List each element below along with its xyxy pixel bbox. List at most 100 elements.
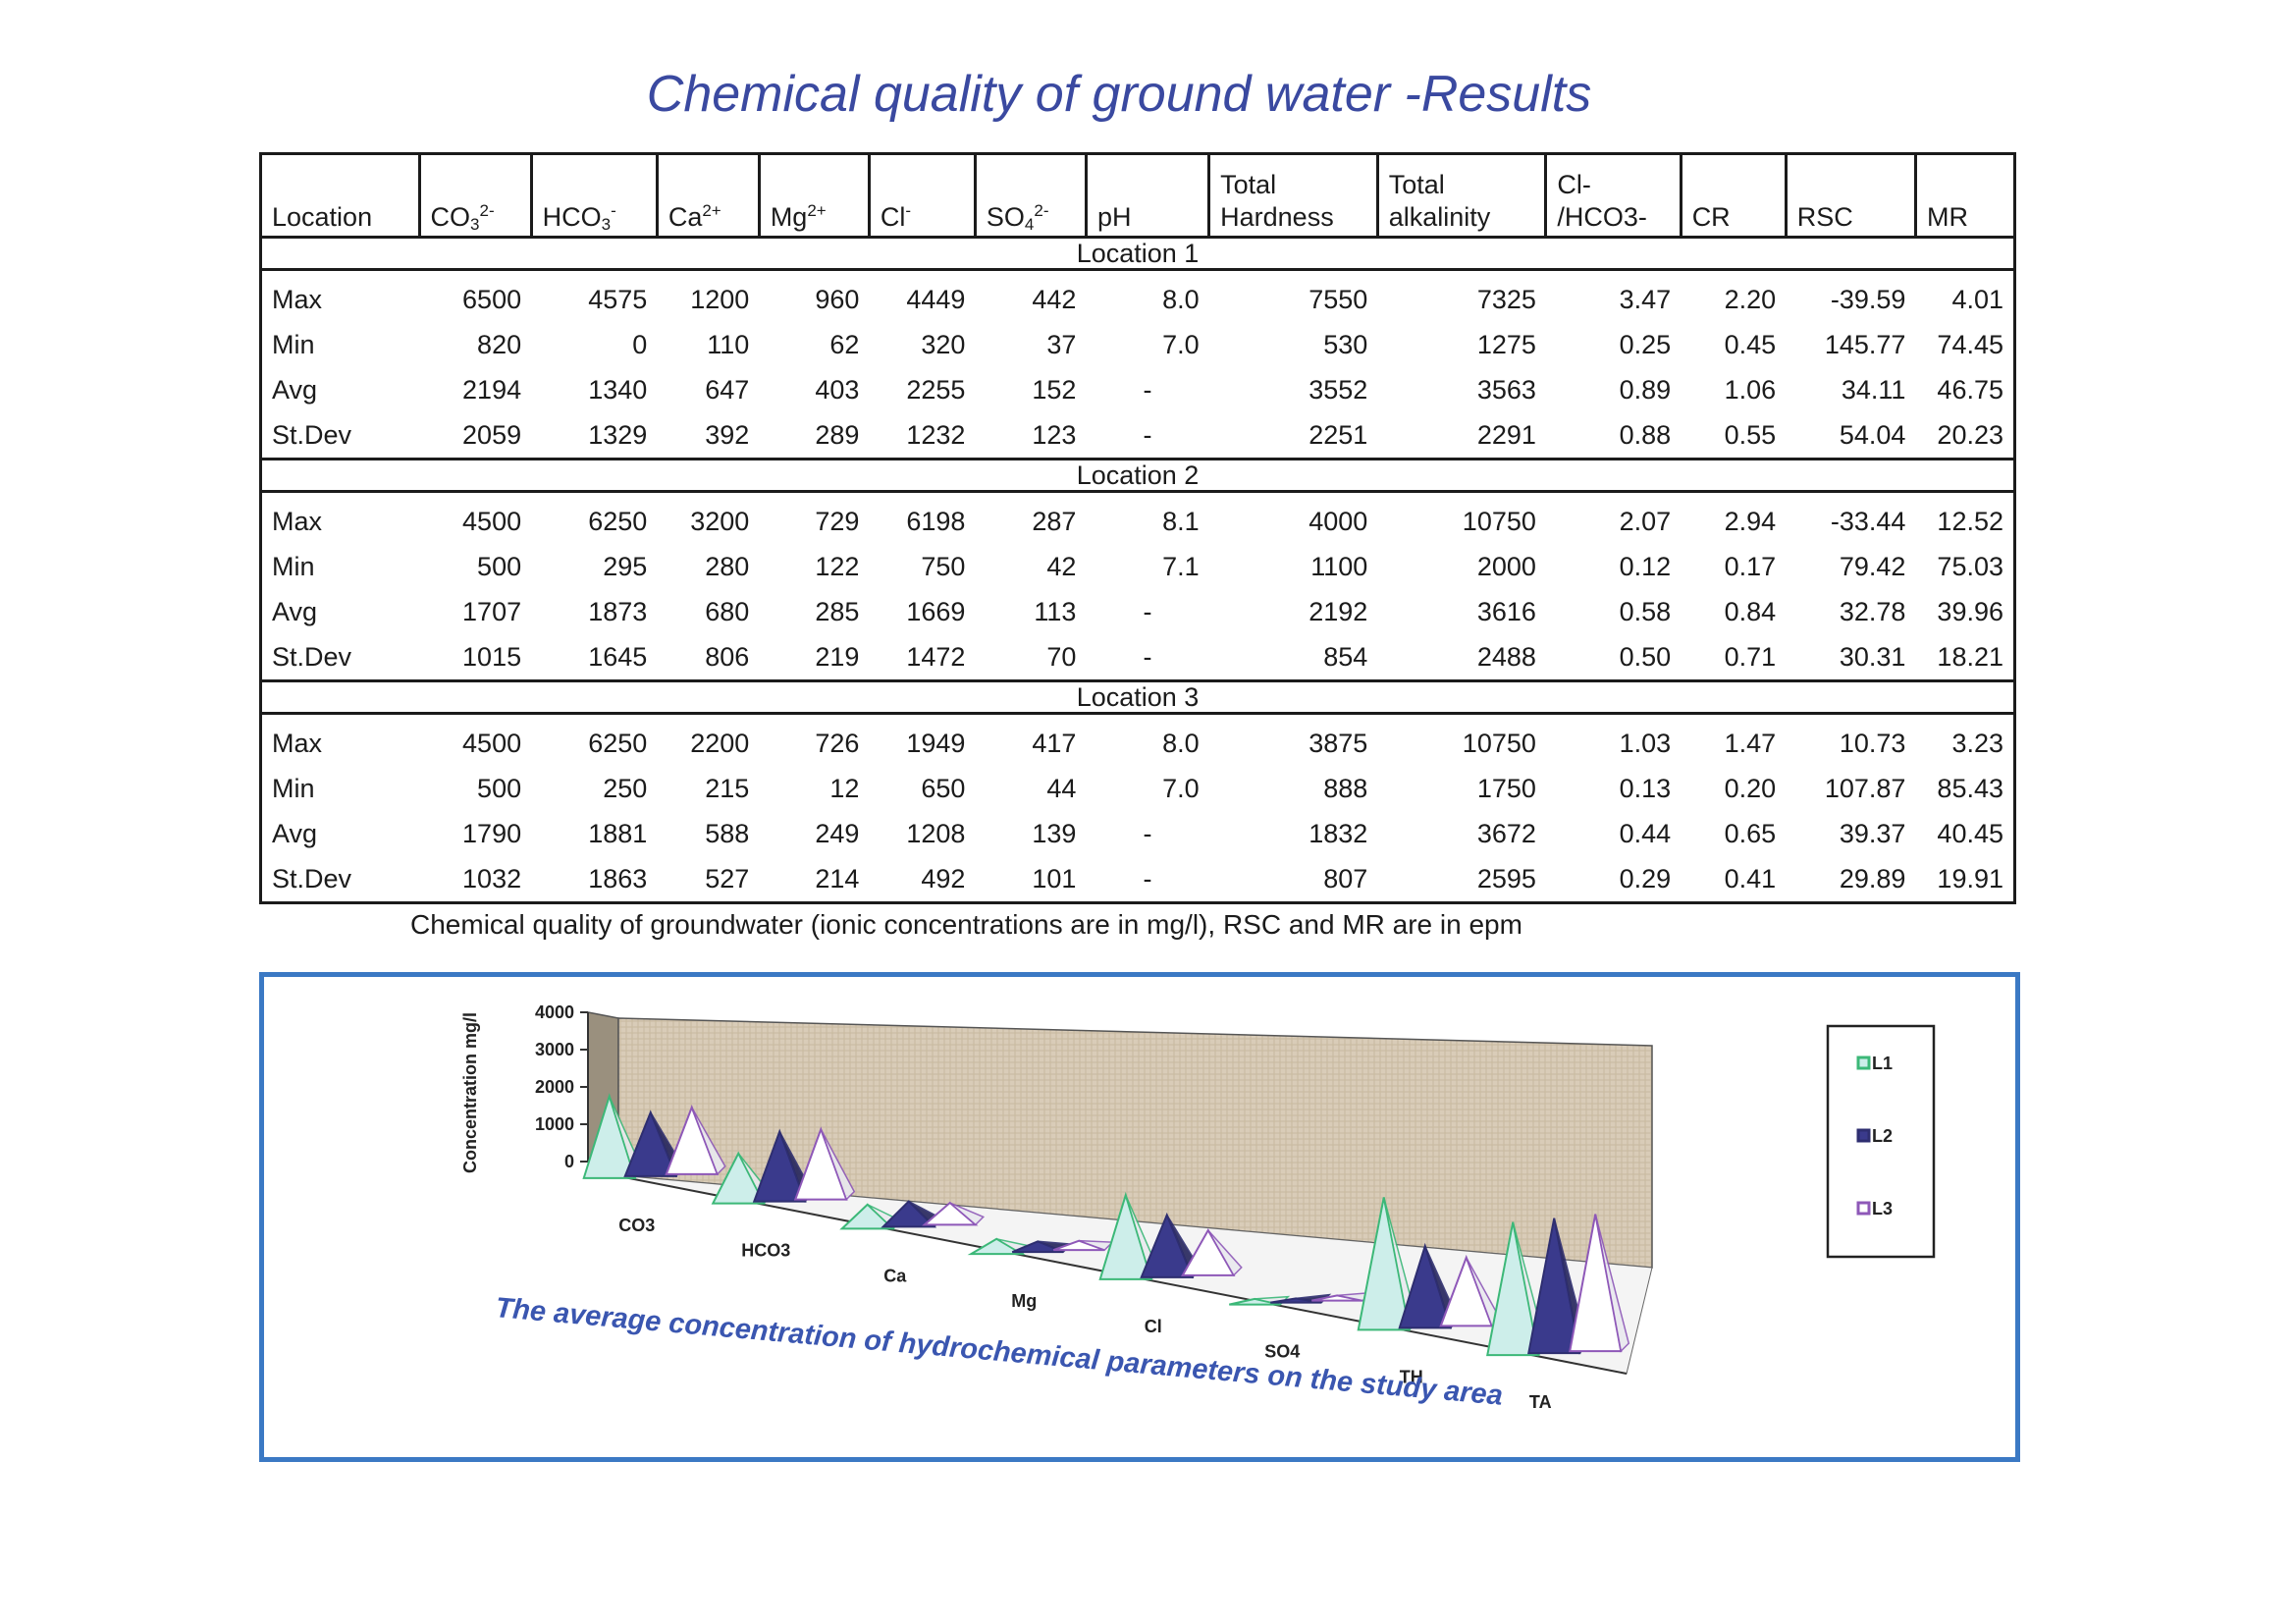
table-row: St.Dev 1032 1863 527 214 492 101 - 807 2595 0.29 0.… (261, 856, 2015, 903)
table-cell: 7550 (1308, 284, 1368, 314)
table-cell: 18.21 (1937, 641, 2003, 672)
table-cell: 101 (1032, 863, 1077, 893)
table-cell: 1873 (588, 596, 648, 626)
table-cell: 295 (603, 551, 648, 581)
pyramid-L3-side (1207, 1229, 1243, 1277)
table-row: Min 500 250 215 12 650 44 7.0 888 1750 0.13 0.20 107… (261, 766, 2015, 811)
table-cell: 7325 (1476, 284, 1536, 314)
legend-box (1826, 1024, 1936, 1259)
table-caption: Chemical quality of groundwater (ionic c… (410, 909, 1522, 940)
table-cell: 2.94 (1724, 506, 1777, 536)
table-cell: 0.50 (1619, 641, 1672, 672)
table-cell: 0.58 (1619, 596, 1672, 626)
section-title: Location 2 (260, 458, 2015, 493)
table-cell: 0.65 (1724, 818, 1777, 848)
table-cell: 0.84 (1724, 596, 1777, 626)
legend-swatch (1856, 1056, 1871, 1070)
x-tick-label: Ca (883, 1266, 907, 1285)
header-sup: 2+ (702, 201, 721, 220)
column-header: MR (1913, 152, 2017, 239)
table-cell: 122 (815, 551, 860, 581)
table-cell: 7.0 (1162, 329, 1200, 359)
table-cell: 6198 (906, 506, 966, 536)
x-tick-label: SO4 (1264, 1342, 1300, 1362)
table-cell: 74.45 (1937, 329, 2003, 359)
concentration-chart: 0 1000 2000 3000 4000 Concentration mg/l CO3 HC… (460, 1002, 1936, 1412)
section-title: Location 3 (260, 679, 2015, 715)
page-title: Chemical quality of ground water -Result… (646, 66, 1592, 123)
table-cell: 530 (1323, 329, 1368, 359)
table-cell: 3.47 (1619, 284, 1672, 314)
table-cell: 2291 (1476, 419, 1536, 450)
table-cell: 113 (1034, 596, 1077, 626)
y-tick-label: 2000 (535, 1077, 574, 1097)
section-header-row: Location 2 (260, 458, 2015, 493)
table-cell: - (1143, 374, 1152, 405)
table-cell: 0.71 (1724, 641, 1777, 672)
table-cell: 2194 (462, 374, 522, 405)
table-cell: 8.0 (1162, 728, 1200, 758)
table-cell: 854 (1323, 641, 1368, 672)
header-base: Cl (880, 202, 906, 232)
legend-label: L1 (1872, 1054, 1893, 1073)
table-cell: 750 (921, 551, 966, 581)
table-cell: -33.44 (1830, 506, 1906, 536)
x-tick-label: TH (1400, 1367, 1423, 1386)
table-cell: 145.77 (1824, 329, 1906, 359)
column-header: Cl- (867, 152, 977, 239)
table-cell: 650 (921, 773, 966, 803)
header-line2: alkalinity (1388, 202, 1491, 232)
table-cell: 500 (477, 773, 522, 803)
table-row: Avg 1790 1881 588 249 1208 139 - 1832 3672 0.44 0.6… (261, 811, 2015, 856)
table-cell: 0.13 (1619, 773, 1672, 803)
table-cell: 110 (707, 329, 750, 359)
table-cell: 289 (815, 419, 860, 450)
header-base: Ca (667, 202, 703, 232)
table-cell: 0.89 (1619, 374, 1672, 405)
table-cell: 44 (1046, 773, 1077, 803)
table-cell: 726 (815, 728, 860, 758)
column-header: RSC (1784, 152, 1917, 239)
table-cell: 214 (815, 863, 860, 893)
table-cell: 6500 (462, 284, 522, 314)
table-header-row: Location CO32- HCO3- Ca2+ Mg2+ Cl- SO42- pH Tota… (259, 152, 2017, 239)
pyramid-L3-side (949, 1202, 986, 1226)
table-cell: 1949 (906, 728, 966, 758)
chart-legend: L1 L2 L3 (1826, 1024, 1936, 1259)
table-cell: 1881 (588, 818, 648, 848)
table-cell: 3552 (1308, 374, 1368, 405)
table-cell: 1669 (906, 596, 966, 626)
table-cell: 1100 (1310, 551, 1368, 581)
x-tick-label: Mg (1011, 1291, 1037, 1311)
legend-swatch (1856, 1201, 1871, 1216)
x-tick-label: CO3 (618, 1216, 655, 1235)
table-cell: 1707 (462, 596, 522, 626)
header-sub: 3 (601, 215, 612, 234)
table-cell: 647 (705, 374, 750, 405)
legend-label: L2 (1872, 1126, 1893, 1146)
table-cell: 3200 (690, 506, 750, 536)
table-cell: 0.88 (1619, 419, 1672, 450)
header-sup: 2+ (807, 201, 827, 220)
y-tick-label: 0 (564, 1152, 574, 1171)
table-cell: 2192 (1308, 596, 1368, 626)
table-cell: 12.52 (1937, 506, 2003, 536)
table-cell: 3563 (1476, 374, 1536, 405)
row-label: St.Dev (272, 419, 352, 450)
table-cell: 1472 (906, 641, 966, 672)
row-label: St.Dev (272, 641, 352, 672)
table-cell: 680 (705, 596, 750, 626)
x-tick-label: HCO3 (741, 1241, 790, 1261)
header-base: CO (430, 202, 471, 232)
table-cell: 2.20 (1724, 284, 1777, 314)
section-header-row: Location 1 (260, 236, 2015, 271)
table-body: Location 1 Max 6500 4575 1200 960 4449 442 8.0 75… (260, 236, 2015, 903)
table-cell: 19.91 (1937, 863, 2003, 893)
table-cell: 249 (815, 818, 860, 848)
table-row: Min 820 0 110 62 320 37 7.0 530 1275 0.25 0.45 145.7… (261, 322, 2015, 367)
table-cell: 442 (1032, 284, 1077, 314)
table-cell: 250 (603, 773, 648, 803)
column-header: CR (1679, 152, 1788, 239)
table-cell: 1200 (690, 284, 750, 314)
section-header-row: Location 3 (260, 679, 2015, 715)
